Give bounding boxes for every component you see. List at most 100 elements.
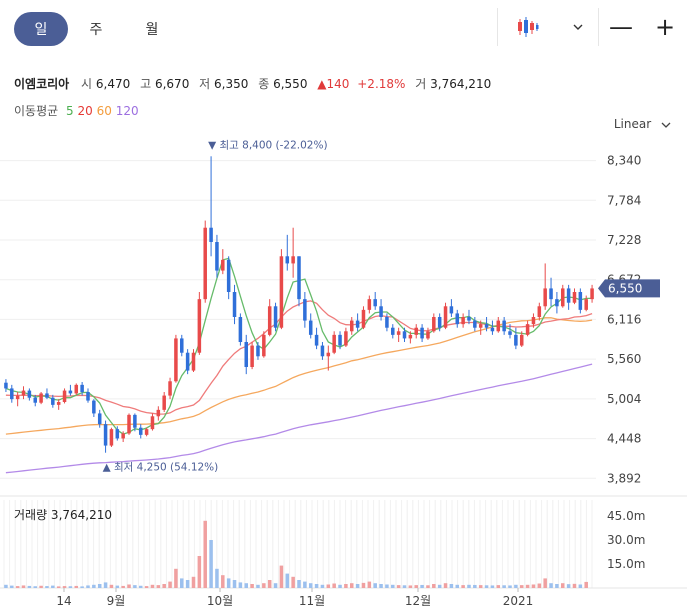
chart-type-dropdown[interactable]: [558, 8, 598, 46]
candle-body: [461, 317, 465, 325]
zoom-in-button[interactable]: +: [654, 13, 676, 41]
candle-body: [115, 429, 120, 439]
candle-body: [244, 342, 249, 367]
candle-body: [496, 320, 501, 332]
volume-bar: [97, 584, 102, 588]
volume-bar: [549, 583, 553, 588]
candle-body: [361, 309, 366, 328]
volume-bar: [144, 586, 149, 588]
volume-bar: [244, 583, 249, 588]
candle-body: [150, 416, 155, 430]
candle-body: [379, 306, 383, 317]
volume-bar: [537, 583, 542, 588]
tab-month[interactable]: 월: [145, 22, 159, 38]
candle-body: [250, 345, 254, 367]
candle-body: [232, 292, 237, 317]
candle-body: [51, 397, 55, 405]
volume-bar: [379, 584, 383, 588]
volume-bar: [426, 585, 430, 588]
price-tick-label: 8,340: [607, 154, 641, 168]
chart-type-button[interactable]: [498, 8, 558, 46]
candle-body: [39, 393, 43, 403]
volume-bar: [80, 586, 84, 588]
volume-bar: [467, 584, 471, 588]
volume-bar: [180, 578, 184, 588]
volume-bar: [355, 584, 360, 588]
ma-120[interactable]: 120: [115, 104, 139, 118]
candlestick-icon: [518, 17, 539, 37]
candle-body: [566, 288, 571, 303]
candle-body: [121, 433, 125, 439]
volume-bar: [209, 540, 213, 588]
candle-body: [484, 324, 489, 328]
candle-body: [414, 327, 418, 335]
volume-bar: [168, 581, 172, 588]
volume-bar: [584, 581, 588, 588]
candle-body: [215, 242, 219, 271]
volume-bar: [103, 582, 108, 588]
candle-body: [531, 317, 536, 325]
min-price-annotation: ▲ 최저 4,250 (54.12%): [103, 462, 219, 474]
candle-body: [103, 424, 108, 446]
volume-bar: [127, 584, 131, 588]
candle-body: [391, 327, 395, 335]
candle-body: [168, 381, 172, 396]
volume-bar: [68, 586, 73, 588]
volume-bar: [519, 585, 524, 588]
candle-body: [578, 292, 583, 310]
chevron-down-icon: [661, 122, 671, 128]
candle-body: [326, 352, 331, 357]
volume-bar: [21, 585, 26, 588]
volume-bar: [197, 556, 202, 588]
tab-week[interactable]: 주: [89, 22, 103, 38]
volume-bar: [215, 568, 219, 588]
volume-bar: [174, 568, 178, 588]
volume-bar: [74, 585, 79, 588]
volume-bar: [10, 585, 14, 588]
volume-bar: [414, 585, 418, 588]
volume-tick-label: 15.0m: [607, 557, 645, 571]
ma-20[interactable]: 20: [77, 104, 93, 118]
candle-body: [373, 299, 377, 307]
candle-body: [408, 334, 413, 339]
time-tick-label: 11월: [299, 594, 325, 608]
volume-bar: [226, 578, 231, 588]
volume-bar: [267, 580, 272, 588]
volume-bar: [86, 585, 90, 588]
candle-body: [314, 334, 319, 346]
volume-bar: [92, 584, 96, 588]
candle-body: [332, 334, 336, 353]
ma-5[interactable]: 5: [66, 104, 74, 118]
ma-60[interactable]: 60: [96, 104, 112, 118]
volume-bar: [320, 584, 325, 588]
volume-bar: [150, 584, 155, 588]
candle-body: [4, 382, 8, 389]
volume-bar: [578, 584, 583, 588]
zoom-out-button[interactable]: —: [609, 13, 633, 41]
candle-body: [109, 429, 114, 446]
tab-day[interactable]: 일: [14, 12, 68, 46]
volume-bar: [449, 584, 454, 588]
candle-body: [209, 227, 213, 242]
price-tick-label: 5,004: [607, 392, 641, 406]
candle-body: [238, 317, 243, 342]
candle-body: [396, 331, 401, 335]
volume-bar: [531, 584, 536, 588]
candle-body: [349, 320, 354, 332]
candle-body: [138, 427, 143, 435]
volume-bar: [314, 584, 319, 588]
candle-body: [338, 334, 342, 346]
period-tabs: 일 주 월: [14, 12, 180, 46]
volume-bar: [543, 578, 547, 588]
candle-body: [33, 397, 37, 403]
candle-body: [420, 327, 424, 339]
volume-bar: [256, 584, 260, 588]
scale-selector[interactable]: Linear: [614, 117, 671, 131]
volume-bar: [33, 586, 37, 588]
candle-body: [291, 256, 295, 264]
candle-body: [174, 338, 178, 382]
candle-body: [262, 334, 266, 357]
volume-bar: [349, 583, 354, 588]
volume-bar: [4, 584, 8, 588]
